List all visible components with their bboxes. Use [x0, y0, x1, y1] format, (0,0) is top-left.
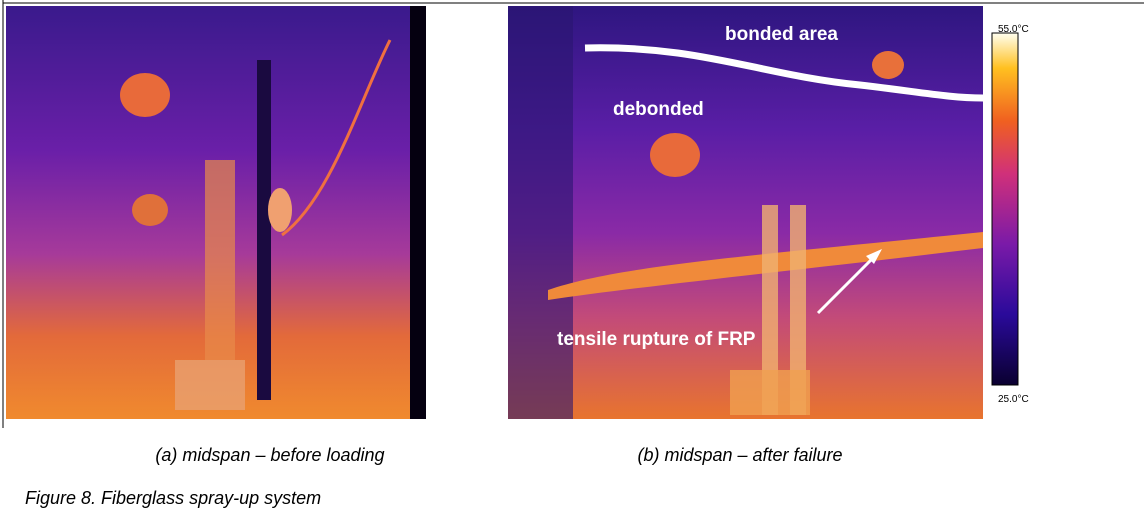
annotation: tensile rupture of FRP — [557, 329, 756, 350]
annotation: bonded area — [725, 24, 838, 45]
panel-caption: (b) midspan – after failure — [637, 445, 842, 465]
colorbar: 55.0°C 25.0°C — [992, 24, 1029, 405]
panel-caption: (a) midspan – before loading — [155, 445, 384, 465]
figure: bonded area debonded tensile rupture of … — [0, 0, 1144, 531]
thermal-image-a — [6, 6, 426, 419]
figure-caption: Figure 8. Fiberglass spray-up system — [25, 488, 321, 508]
thermal-image-b: bonded area debonded tensile rupture of … — [508, 6, 983, 419]
colorbar-max: 55.0°C — [998, 24, 1029, 35]
page: bonded area debonded tensile rupture of … — [0, 0, 1144, 531]
colorbar-min: 25.0°C — [998, 394, 1029, 405]
annotation: debonded — [613, 99, 704, 120]
